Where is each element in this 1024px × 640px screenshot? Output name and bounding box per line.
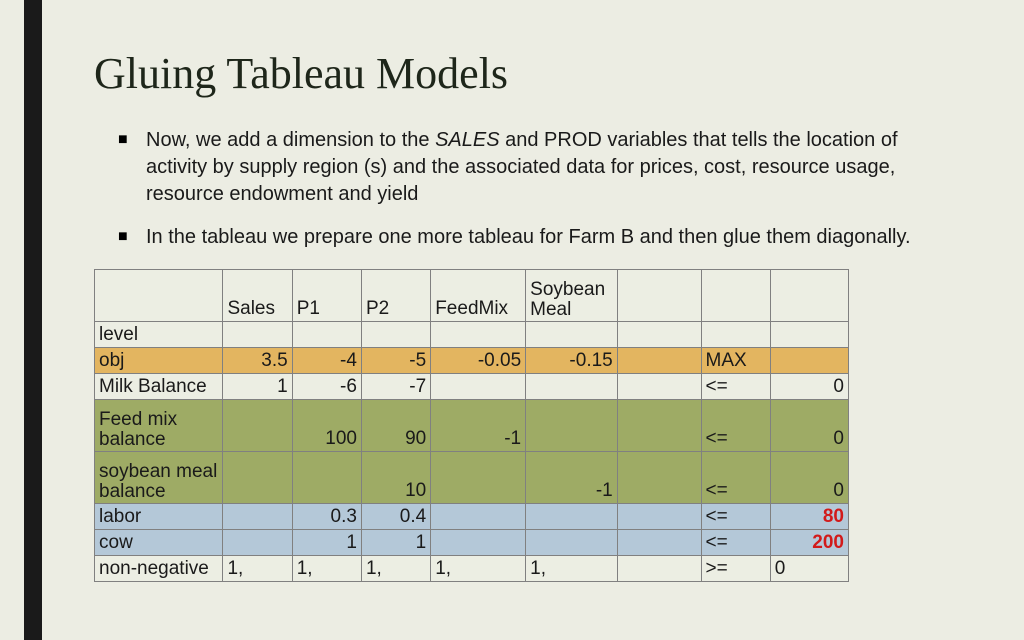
column-header: FeedMix [431, 270, 526, 322]
cell [361, 322, 430, 348]
cell: >= [701, 556, 770, 582]
cell [617, 348, 701, 374]
cell: 80 [770, 504, 848, 530]
cell [617, 400, 701, 452]
cell [617, 530, 701, 556]
row-label: obj [95, 348, 223, 374]
row-label: labor [95, 504, 223, 530]
cell [292, 322, 361, 348]
row-label: Milk Balance [95, 374, 223, 400]
cell: 1 [223, 374, 292, 400]
cell [617, 504, 701, 530]
row-label: soybean meal balance [95, 452, 223, 504]
column-header [770, 270, 848, 322]
page-title: Gluing Tableau Models [94, 48, 964, 99]
cell [617, 374, 701, 400]
cell [526, 530, 618, 556]
row-label: non-negative [95, 556, 223, 582]
cell [617, 556, 701, 582]
cell: 1, [431, 556, 526, 582]
column-header: P2 [361, 270, 430, 322]
cell: 0 [770, 452, 848, 504]
cell [617, 452, 701, 504]
cell: -1 [431, 400, 526, 452]
cell: 0.4 [361, 504, 430, 530]
cell: 0 [770, 400, 848, 452]
cell [617, 322, 701, 348]
cell: 1, [292, 556, 361, 582]
cell: -5 [361, 348, 430, 374]
cell: 1, [223, 556, 292, 582]
cell: 1, [361, 556, 430, 582]
column-header: P1 [292, 270, 361, 322]
cell: -7 [361, 374, 430, 400]
cell: 1 [292, 530, 361, 556]
column-header [617, 270, 701, 322]
cell: <= [701, 374, 770, 400]
cell [223, 504, 292, 530]
cell [526, 374, 618, 400]
cell: -4 [292, 348, 361, 374]
cell: 3.5 [223, 348, 292, 374]
bullet-list: Now, we add a dimension to the SALES and… [118, 127, 964, 251]
cell: 1 [361, 530, 430, 556]
cell [701, 322, 770, 348]
cell [223, 530, 292, 556]
cell [292, 452, 361, 504]
cell: <= [701, 504, 770, 530]
cell [223, 400, 292, 452]
cell: 100 [292, 400, 361, 452]
cell: 0 [770, 374, 848, 400]
column-header: Soybean Meal [526, 270, 618, 322]
cell: MAX [701, 348, 770, 374]
accent-stripe [24, 0, 42, 640]
row-label: level [95, 322, 223, 348]
column-header [95, 270, 223, 322]
slide-content: Gluing Tableau Models Now, we add a dime… [94, 48, 964, 582]
cell: 90 [361, 400, 430, 452]
column-header [701, 270, 770, 322]
cell: <= [701, 400, 770, 452]
cell [526, 322, 618, 348]
cell [770, 348, 848, 374]
cell [223, 452, 292, 504]
cell: -1 [526, 452, 618, 504]
cell: 0.3 [292, 504, 361, 530]
cell: 200 [770, 530, 848, 556]
bullet-item: In the tableau we prepare one more table… [118, 224, 964, 251]
row-label: cow [95, 530, 223, 556]
cell: -0.05 [431, 348, 526, 374]
cell: -0.15 [526, 348, 618, 374]
cell: <= [701, 530, 770, 556]
cell: 0 [770, 556, 848, 582]
cell [526, 400, 618, 452]
cell: <= [701, 452, 770, 504]
cell [431, 374, 526, 400]
row-label: Feed mix balance [95, 400, 223, 452]
column-header: Sales [223, 270, 292, 322]
cell [431, 452, 526, 504]
cell [526, 504, 618, 530]
cell: 1, [526, 556, 618, 582]
cell [770, 322, 848, 348]
cell [223, 322, 292, 348]
cell [431, 322, 526, 348]
tableau-table: SalesP1P2FeedMixSoybean Meallevelobj3.5-… [94, 269, 849, 582]
cell: -6 [292, 374, 361, 400]
cell [431, 504, 526, 530]
cell [431, 530, 526, 556]
bullet-item: Now, we add a dimension to the SALES and… [118, 127, 964, 208]
cell: 10 [361, 452, 430, 504]
